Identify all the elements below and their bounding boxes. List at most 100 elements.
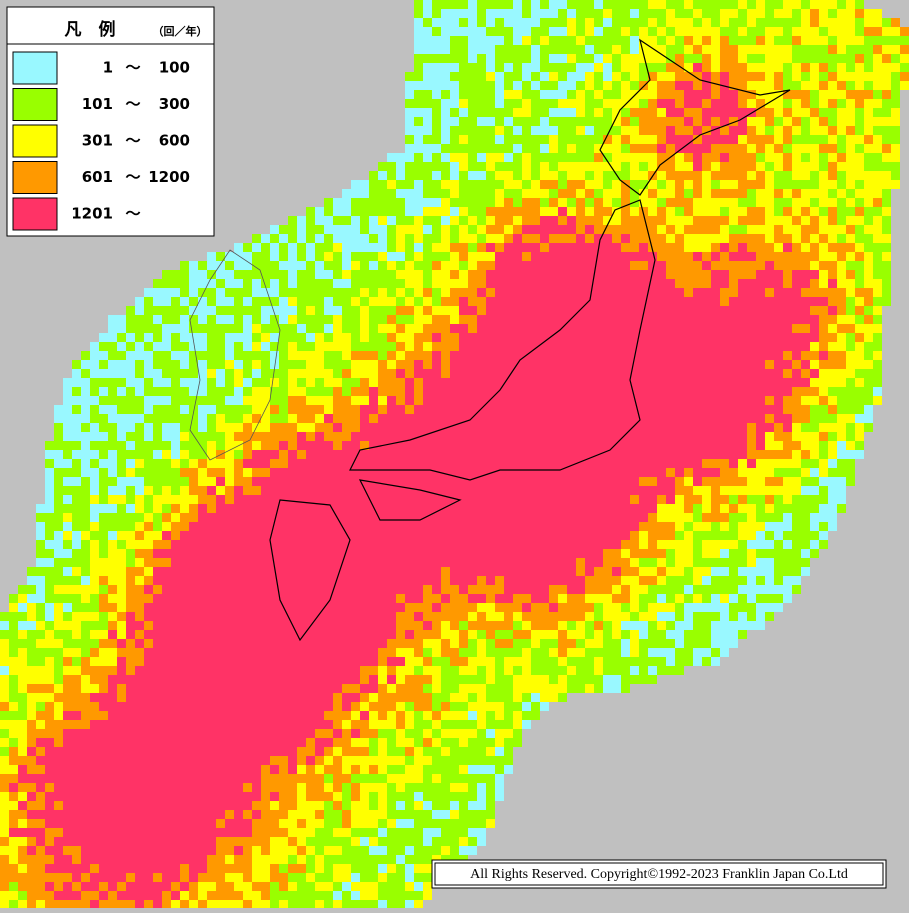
map-cell (630, 234, 639, 243)
map-cell (648, 441, 657, 450)
map-cell (666, 243, 675, 252)
map-cell (504, 558, 513, 567)
map-cell (234, 279, 243, 288)
map-cell (594, 126, 603, 135)
map-cell (495, 189, 504, 198)
map-cell (351, 234, 360, 243)
map-cell (882, 126, 891, 135)
map-cell (666, 18, 675, 27)
map-cell (117, 567, 126, 576)
map-cell (594, 153, 603, 162)
map-cell (234, 522, 243, 531)
map-cell (711, 531, 720, 540)
map-cell (405, 117, 414, 126)
map-cell (441, 270, 450, 279)
map-cell (873, 144, 882, 153)
map-cell (810, 9, 819, 18)
map-cell (234, 513, 243, 522)
map-cell (603, 252, 612, 261)
map-cell (693, 54, 702, 63)
map-cell (684, 405, 693, 414)
map-cell (270, 468, 279, 477)
map-cell (630, 207, 639, 216)
map-cell (522, 243, 531, 252)
map-cell (54, 513, 63, 522)
map-cell (819, 234, 828, 243)
map-cell (882, 261, 891, 270)
map-cell (360, 450, 369, 459)
map-cell (351, 549, 360, 558)
map-cell (810, 432, 819, 441)
map-cell (261, 441, 270, 450)
map-cell (720, 81, 729, 90)
map-cell (432, 54, 441, 63)
map-cell (324, 216, 333, 225)
map-cell (576, 0, 585, 9)
map-cell (108, 441, 117, 450)
map-cell (612, 540, 621, 549)
map-cell (819, 108, 828, 117)
map-cell (846, 405, 855, 414)
map-cell (558, 369, 567, 378)
map-cell (477, 54, 486, 63)
map-cell (810, 306, 819, 315)
map-cell (675, 396, 684, 405)
map-cell (387, 477, 396, 486)
map-cell (288, 324, 297, 333)
map-cell (261, 387, 270, 396)
map-cell (495, 423, 504, 432)
map-cell (504, 315, 513, 324)
map-cell (207, 297, 216, 306)
map-cell (396, 324, 405, 333)
map-cell (765, 423, 774, 432)
map-cell (837, 0, 846, 9)
map-cell (306, 450, 315, 459)
map-cell (828, 387, 837, 396)
map-cell (522, 153, 531, 162)
map-cell (792, 378, 801, 387)
map-cell (747, 432, 756, 441)
map-cell (252, 540, 261, 549)
map-cell (297, 495, 306, 504)
map-cell (135, 441, 144, 450)
map-cell (567, 54, 576, 63)
map-cell (99, 540, 108, 549)
map-cell (693, 378, 702, 387)
map-cell (396, 441, 405, 450)
map-cell (837, 117, 846, 126)
map-cell (486, 90, 495, 99)
map-cell (459, 108, 468, 117)
map-cell (387, 576, 396, 585)
map-cell (567, 72, 576, 81)
map-cell (540, 270, 549, 279)
map-cell (594, 567, 603, 576)
map-cell (540, 252, 549, 261)
map-cell (873, 108, 882, 117)
map-cell (621, 324, 630, 333)
map-cell (423, 54, 432, 63)
map-cell (882, 288, 891, 297)
map-cell (441, 81, 450, 90)
map-cell (684, 333, 693, 342)
map-cell (144, 288, 153, 297)
map-cell (522, 162, 531, 171)
map-cell (720, 63, 729, 72)
map-cell (774, 414, 783, 423)
map-cell (819, 279, 828, 288)
map-cell (540, 576, 549, 585)
map-cell (585, 324, 594, 333)
map-cell (837, 207, 846, 216)
map-cell (729, 189, 738, 198)
map-cell (756, 387, 765, 396)
map-cell (189, 531, 198, 540)
map-cell (774, 306, 783, 315)
map-cell (279, 441, 288, 450)
map-cell (522, 126, 531, 135)
map-cell (756, 225, 765, 234)
map-cell (783, 441, 792, 450)
map-cell (738, 396, 747, 405)
map-cell (513, 387, 522, 396)
map-cell (747, 171, 756, 180)
map-cell (459, 216, 468, 225)
map-cell (756, 495, 765, 504)
